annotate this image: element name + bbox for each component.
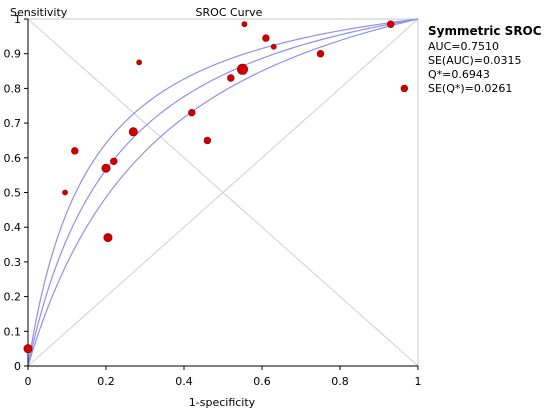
x-tick-label: 0.8 (331, 375, 349, 388)
study-point (101, 163, 111, 173)
chart-title: SROC Curve (196, 6, 263, 19)
study-point (103, 233, 113, 243)
x-tick-label: 0 (25, 375, 32, 388)
legend-title: Symmetric SROC (428, 24, 542, 38)
study-point (387, 20, 395, 28)
study-point (128, 127, 138, 137)
study-point (62, 189, 68, 196)
study-point (270, 43, 277, 50)
study-point (400, 84, 409, 93)
y-tick-label: 0.8 (4, 82, 22, 95)
x-tick-label: 0.4 (175, 375, 193, 388)
study-point (237, 63, 249, 75)
diagonal-q-star-line (27, 18, 419, 367)
study-point (71, 147, 79, 155)
y-tick-label: 1 (14, 13, 21, 26)
y-tick-label: 0.3 (4, 256, 22, 269)
study-point (188, 108, 196, 117)
y-tick-label: 0.9 (4, 48, 22, 61)
x-tick-label: 0.2 (97, 375, 115, 388)
y-tick-label: 0.7 (4, 117, 22, 130)
sroc-lower-bound-curve (27, 18, 419, 367)
legend-se-q-star: SE(Q*)=0.0261 (428, 82, 513, 95)
study-point (110, 157, 118, 165)
x-tick-label: 1 (415, 375, 422, 388)
legend-auc: AUC=0.7510 (428, 40, 499, 53)
study-point (227, 74, 235, 82)
study-point (203, 136, 212, 145)
y-tick-label: 0.2 (4, 291, 22, 304)
x-tick-label: 0.6 (253, 375, 271, 388)
y-tick-label: 0 (14, 360, 21, 373)
x-axis-label: 1-specificity (189, 396, 256, 409)
plot-area: 0 0.2 0.4 0.6 0.8 1 0 0.1 0.2 0.3 0.4 0.5 0.6 0.7 0.8 0… (4, 13, 422, 388)
study-point (23, 344, 33, 354)
legend-se-auc: SE(AUC)=0.0315 (428, 54, 522, 67)
sroc-upper-bound-curve (27, 18, 419, 367)
y-axis-label: Sensitivity (10, 6, 68, 19)
study-point (316, 49, 325, 58)
y-tick-label: 0.4 (4, 221, 22, 234)
legend: Symmetric SROC AUC=0.7510 SE(AUC)=0.0315… (428, 24, 542, 96)
study-point (262, 34, 270, 42)
study-point (241, 21, 248, 28)
y-tick-label: 0.5 (4, 187, 22, 200)
study-point (136, 59, 143, 66)
y-tick-label: 0.1 (4, 325, 22, 338)
legend-q-star: Q*=0.6943 (428, 68, 490, 81)
y-tick-label: 0.6 (4, 152, 22, 165)
